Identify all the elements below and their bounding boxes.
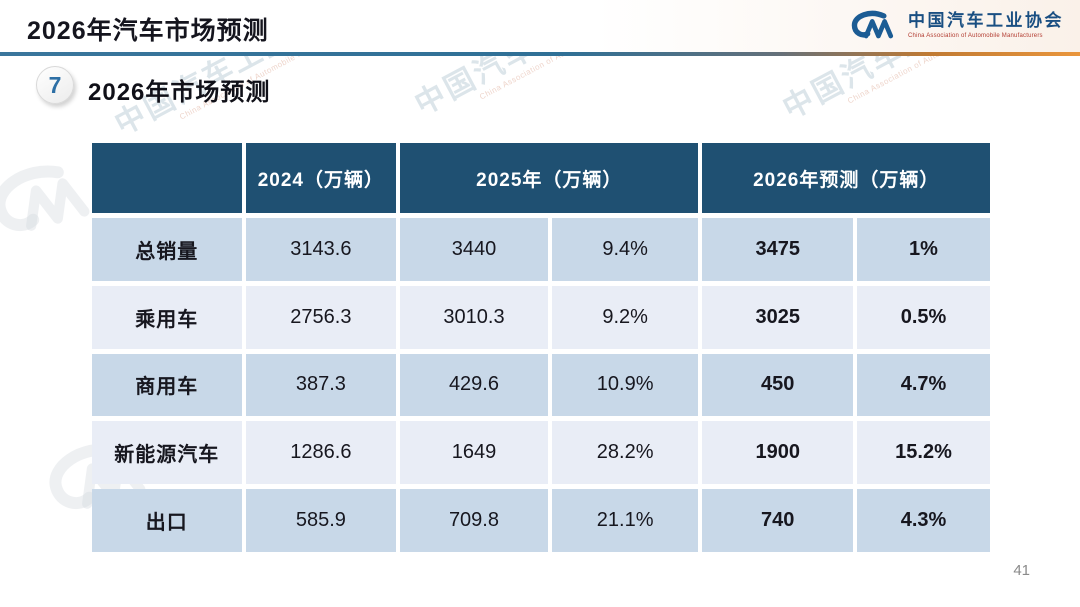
row-label: 总销量 [92, 218, 242, 281]
header-bar [0, 0, 1080, 53]
cell-2026-value: 450 [702, 353, 854, 417]
cell-2025-value: 709.8 [400, 489, 548, 552]
section-number-badge: 7 [36, 66, 74, 104]
cell-2025-value: 3440 [400, 218, 548, 281]
row-label: 乘用车 [92, 285, 242, 349]
logo-name-cn: 中国汽车工业协会 [908, 11, 1064, 31]
cell-2026-growth: 15.2% [857, 421, 990, 485]
section-heading: 2026年市场预测 [88, 79, 271, 106]
cell-2024: 585.9 [245, 489, 397, 552]
cell-2024: 1286.6 [245, 421, 397, 485]
cell-2024: 2756.3 [245, 285, 397, 349]
cell-2026-value: 3475 [702, 218, 854, 281]
cm-monogram-icon [851, 10, 894, 39]
row-label: 新能源汽车 [92, 421, 242, 485]
cell-2025-growth: 9.4% [551, 218, 699, 281]
cell-2024: 3143.6 [245, 218, 397, 281]
watermark-cm-icon [0, 147, 105, 258]
cell-2026-growth: 4.3% [857, 489, 990, 552]
cell-2026-growth: 4.7% [857, 353, 990, 417]
cell-2025-growth: 21.1% [551, 489, 699, 552]
cell-2026-growth: 1% [857, 218, 990, 281]
cell-2025-value: 3010.3 [400, 285, 548, 349]
row-label: 商用车 [92, 353, 242, 417]
table-header-2025: 2025年（万辆） [400, 143, 699, 213]
table-header-2026: 2026年预测（万辆） [702, 143, 990, 213]
cell-2024: 387.3 [245, 353, 397, 417]
cell-2025-value: 1649 [400, 421, 548, 485]
forecast-table: 2024（万辆） 2025年（万辆） 2026年预测（万辆） 总销量 3143.… [92, 143, 990, 552]
cell-2025-growth: 28.2% [551, 421, 699, 485]
page-number: 41 [1013, 562, 1030, 579]
cell-2026-growth: 0.5% [857, 285, 990, 349]
cell-2026-value: 1900 [702, 421, 854, 485]
caam-logo: 中国汽车工业协会 China Association of Automobile… [846, 9, 1064, 43]
table-header-2024: 2024（万辆） [245, 143, 397, 213]
section-number: 7 [48, 71, 62, 98]
logo-name-en: China Association of Automobile Manufact… [908, 33, 1043, 40]
cell-2026-value: 740 [702, 489, 854, 552]
page-title: 2026年汽车市场预测 [27, 17, 269, 45]
title-divider [0, 52, 1080, 56]
cell-2025-growth: 9.2% [551, 285, 699, 349]
table-header-blank [92, 143, 242, 213]
cell-2025-growth: 10.9% [551, 353, 699, 417]
cell-2025-value: 429.6 [400, 353, 548, 417]
cell-2026-value: 3025 [702, 285, 854, 349]
row-label: 出口 [92, 489, 242, 552]
